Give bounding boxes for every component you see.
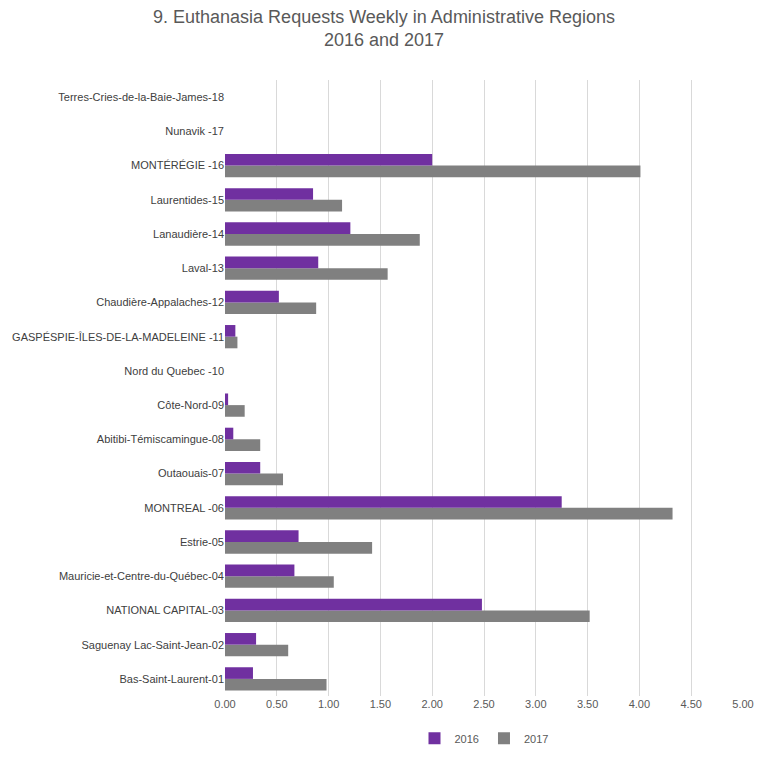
svg-text:NATIONAL CAPITAL-03: NATIONAL CAPITAL-03 bbox=[106, 604, 224, 616]
svg-text:2017: 2017 bbox=[524, 733, 548, 745]
svg-text:0.50: 0.50 bbox=[266, 698, 287, 710]
svg-text:MONTÉRÉGIE -16: MONTÉRÉGIE -16 bbox=[131, 159, 224, 171]
svg-text:Laval-13: Laval-13 bbox=[182, 262, 224, 274]
svg-text:1.00: 1.00 bbox=[318, 698, 339, 710]
svg-text:Estrie-05: Estrie-05 bbox=[180, 536, 224, 548]
svg-text:Lanaudière-14: Lanaudière-14 bbox=[153, 228, 224, 240]
svg-text:MONTREAL -06: MONTREAL -06 bbox=[144, 502, 224, 514]
svg-text:Abitibi-Témiscamingue-08: Abitibi-Témiscamingue-08 bbox=[97, 433, 224, 445]
svg-text:2.50: 2.50 bbox=[473, 698, 494, 710]
svg-text:Mauricie-et-Centre-du-Québec-0: Mauricie-et-Centre-du-Québec-04 bbox=[59, 570, 224, 582]
svg-text:Bas-Saint-Laurent-01: Bas-Saint-Laurent-01 bbox=[119, 673, 224, 685]
svg-text:3.00: 3.00 bbox=[525, 698, 546, 710]
svg-text:Outaouais-07: Outaouais-07 bbox=[158, 467, 224, 479]
svg-text:GASPÉSPIE-ÎLES-DE-LA-MADELEINE: GASPÉSPIE-ÎLES-DE-LA-MADELEINE -11 bbox=[12, 331, 224, 343]
svg-text:Nunavik -17: Nunavik -17 bbox=[165, 125, 224, 137]
svg-text:5.00: 5.00 bbox=[732, 698, 753, 710]
svg-text:Terres-Cries-de-la-Baie-James-: Terres-Cries-de-la-Baie-James-18 bbox=[58, 91, 224, 103]
svg-text:Laurentides-15: Laurentides-15 bbox=[151, 194, 224, 206]
svg-text:2016: 2016 bbox=[455, 733, 479, 745]
svg-text:1.50: 1.50 bbox=[370, 698, 391, 710]
svg-text:Saguenay Lac-Saint-Jean-02: Saguenay Lac-Saint-Jean-02 bbox=[82, 639, 224, 651]
svg-text:4.00: 4.00 bbox=[629, 698, 650, 710]
svg-text:0.00: 0.00 bbox=[214, 698, 235, 710]
svg-text:2.00: 2.00 bbox=[421, 698, 442, 710]
svg-text:3.50: 3.50 bbox=[577, 698, 598, 710]
svg-text:Chaudière-Appalaches-12: Chaudière-Appalaches-12 bbox=[96, 296, 224, 308]
svg-text:Nord du Quebec -10: Nord du Quebec -10 bbox=[124, 365, 224, 377]
svg-text:4.50: 4.50 bbox=[680, 698, 701, 710]
svg-text:9. Euthanasia Requests Weekly: 9. Euthanasia Requests Weekly in Adminis… bbox=[153, 7, 615, 50]
svg-text:Côte-Nord-09: Côte-Nord-09 bbox=[157, 399, 224, 411]
